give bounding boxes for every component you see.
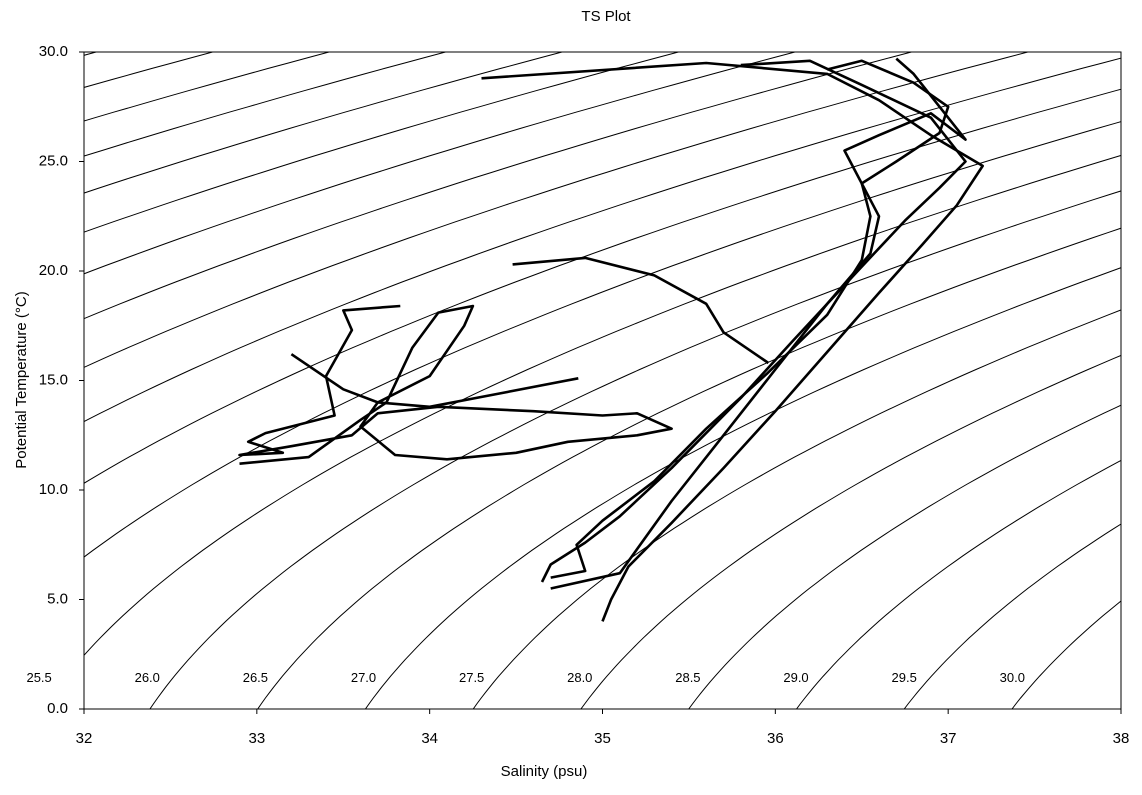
density-contour: [258, 52, 1142, 709]
x-tick-label: 33: [248, 730, 265, 747]
density-contour: [0, 52, 1028, 709]
contour-label: 28.0: [567, 670, 592, 685]
contour-label: 27.5: [459, 670, 484, 685]
x-tick-label: 34: [421, 730, 438, 747]
y-axis-label: Potential Temperature (°C): [13, 291, 30, 468]
density-contour: [0, 52, 213, 709]
density-contour: [150, 52, 1142, 709]
profile-line: [551, 61, 949, 578]
y-tick-label: 15.0: [39, 371, 68, 388]
profile-line: [513, 258, 769, 363]
contour-label: 30.0: [1000, 670, 1025, 685]
y-tick-label: 30.0: [39, 43, 68, 60]
contour-label: 25.5: [26, 670, 51, 685]
x-tick-label: 35: [594, 730, 611, 747]
chart-title: TS Plot: [581, 8, 631, 25]
density-contour: [365, 52, 1142, 709]
density-contour: [797, 52, 1142, 709]
contour-label: 29.5: [892, 670, 917, 685]
y-tick-label: 0.0: [47, 700, 68, 717]
x-axis-label: Salinity (psu): [501, 763, 588, 780]
y-tick-label: 20.0: [39, 262, 68, 279]
profiles: [240, 59, 983, 622]
contour-label: 26.0: [135, 670, 160, 685]
profile-line: [482, 63, 983, 621]
contour-label: 29.0: [783, 670, 808, 685]
x-tick-label: 38: [1113, 730, 1130, 747]
y-tick-label: 10.0: [39, 481, 68, 498]
profile-line: [551, 59, 966, 589]
density-contour: [42, 52, 1142, 709]
density-contour: [1012, 52, 1142, 709]
contour-label: 28.5: [675, 670, 700, 685]
y-tick-label: 25.0: [39, 152, 68, 169]
contour-label: 27.0: [351, 670, 376, 685]
x-tick-label: 37: [940, 730, 957, 747]
x-tick-label: 32: [76, 730, 93, 747]
contour-label: 26.5: [243, 670, 268, 685]
plot-frame: [84, 52, 1121, 709]
x-tick-label: 36: [767, 730, 784, 747]
density-contour: [581, 52, 1142, 709]
y-tick-label: 5.0: [47, 590, 68, 607]
